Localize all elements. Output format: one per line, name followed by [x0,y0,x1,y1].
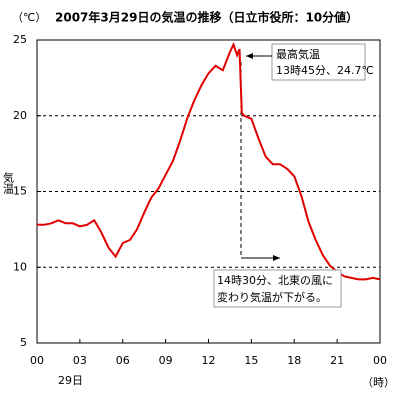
annotation: 最高気温 [276,47,320,61]
y-tick-label: 5 [20,336,27,349]
x-tick-label: 12 [202,354,216,367]
annotation: 14時30分、北東の風に [217,274,333,287]
x-tick-label: 18 [287,354,301,367]
y-tick-label: 20 [13,109,27,122]
chart-title: 2007年3月29日の気温の推移（日立市役所：10分値） [55,10,358,25]
x-tick-label: 03 [73,354,87,367]
y-axis-label: 気温 [2,171,15,194]
annotation-box [271,43,366,81]
x-tick-label: 06 [116,354,130,367]
x-tick-label: 21 [330,354,344,367]
x-tick-label: 00 [30,354,44,367]
annotation: 変わり気温が下がる。 [217,290,327,304]
x-unit: （時） [362,376,395,389]
x-tick-label: 15 [244,354,258,367]
y-tick-label: 25 [13,33,27,46]
y-unit: （℃） [12,11,46,24]
date-label: 29日 [58,374,83,387]
y-tick-label: 15 [13,185,27,198]
y-tick-label: 10 [13,260,27,273]
plot-frame [36,39,381,344]
x-tick-label: 09 [159,354,173,367]
temperature-line [37,41,381,281]
x-tick-label: 00 [373,354,387,367]
annotation: 13時45分、24.7℃ [276,64,374,77]
annotation-box [213,269,342,308]
